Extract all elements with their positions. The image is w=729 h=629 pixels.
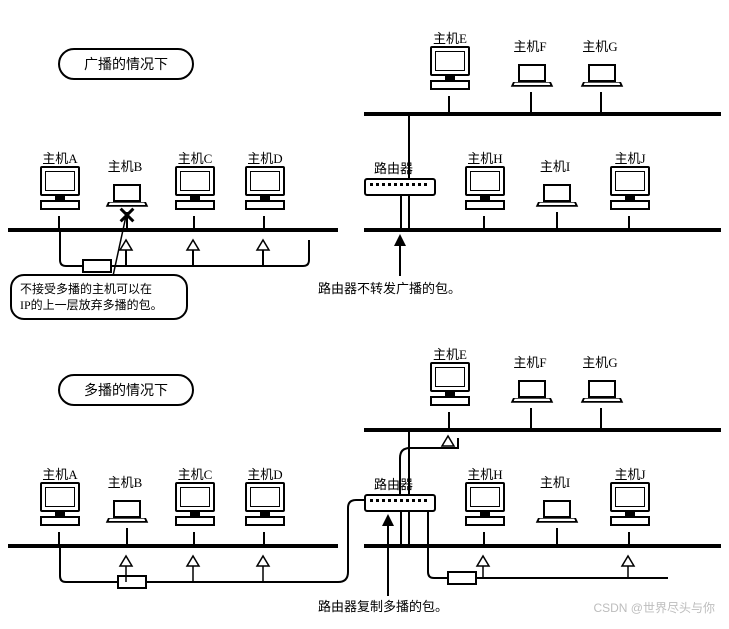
right-upper-bus	[364, 112, 721, 116]
host-h2-label: 主机H	[463, 464, 507, 483]
router2-label: 路由器	[374, 474, 413, 493]
left-bus2	[8, 544, 338, 548]
host-f-icon	[513, 64, 551, 96]
router-icon	[364, 178, 436, 196]
reject-x-icon	[118, 206, 136, 224]
multicast-diagram: 多播的情况下 主机A 主机B 主机C 主机D 主机E 主机F 主机G 路由器 主…	[8, 308, 721, 618]
host-f-label: 主机F	[508, 36, 552, 55]
host-d2-label: 主机D	[243, 464, 287, 483]
host-e-label: 主机E	[428, 28, 472, 47]
host-d-label: 主机D	[243, 148, 287, 167]
right-upper-bus2	[364, 428, 721, 432]
host-b2-label: 主机B	[103, 472, 147, 491]
host-i-label: 主机I	[533, 156, 577, 175]
host-g-icon	[583, 64, 621, 96]
multicast-title: 多播的情况下	[58, 374, 194, 406]
right-lower-bus	[364, 228, 721, 232]
host-a2-label: 主机A	[38, 464, 82, 483]
host-d-icon	[243, 166, 287, 216]
host-c-label: 主机C	[173, 148, 217, 167]
router-label: 路由器	[374, 158, 413, 177]
host-g2-label: 主机G	[578, 352, 622, 371]
host-e2-icon	[428, 362, 472, 412]
multicast-caption: 路由器复制多播的包。	[318, 596, 448, 615]
host-h-icon	[463, 166, 507, 216]
host-a2-icon	[38, 482, 82, 532]
host-g2-icon	[583, 380, 621, 412]
left-bus	[8, 228, 338, 232]
host-h-label: 主机H	[463, 148, 507, 167]
host-e2-label: 主机E	[428, 344, 472, 363]
broadcast-diagram: 广播的情况下 主机A 主机B 主机C 主机D 主机E 主机F 主机G 路由器 主…	[8, 8, 721, 308]
router2-icon	[364, 494, 436, 512]
broadcast-title: 广播的情况下	[58, 48, 194, 80]
host-f2-icon	[513, 380, 551, 412]
host-g-label: 主机G	[578, 36, 622, 55]
host-c2-icon	[173, 482, 217, 532]
host-j-icon	[608, 166, 652, 216]
host-c2-label: 主机C	[173, 464, 217, 483]
host-j2-label: 主机J	[608, 464, 652, 483]
host-f2-label: 主机F	[508, 352, 552, 371]
host-b-label: 主机B	[103, 156, 147, 175]
broadcast-caption: 路由器不转发广播的包。	[318, 278, 461, 297]
host-j2-icon	[608, 482, 652, 532]
host-i2-label: 主机I	[533, 472, 577, 491]
host-d2-icon	[243, 482, 287, 532]
host-h2-icon	[463, 482, 507, 532]
host-j-label: 主机J	[608, 148, 652, 167]
host-a-icon	[38, 166, 82, 216]
host-e-icon	[428, 46, 472, 96]
host-c-icon	[173, 166, 217, 216]
host-a-label: 主机A	[38, 148, 82, 167]
watermark: CSDN @世界尽头与你	[593, 599, 715, 616]
right-lower-bus2	[364, 544, 721, 548]
